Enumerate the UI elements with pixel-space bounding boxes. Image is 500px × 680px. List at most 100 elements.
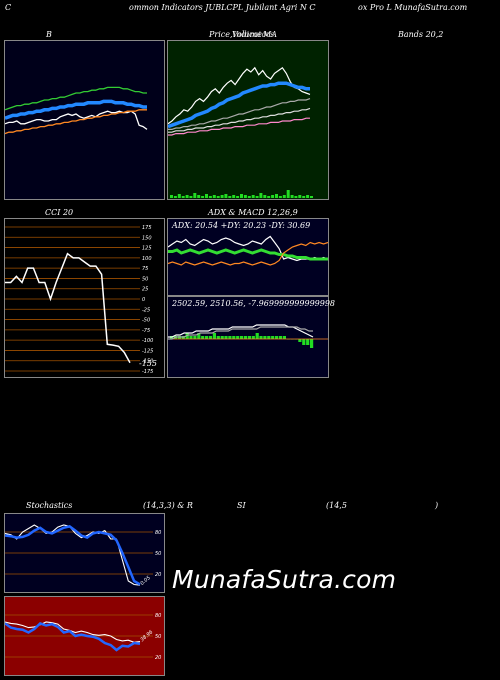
volume-bar <box>232 195 236 198</box>
stochastics-chart: 80 50 20 0.05 <box>5 524 161 587</box>
stoch-title-a: Stochastics <box>26 501 73 510</box>
volume-bar <box>290 195 294 198</box>
cci-tick-label: 125 <box>142 246 152 252</box>
macd-histogram-bar <box>193 336 197 339</box>
adx-chart <box>168 235 328 266</box>
volume-bar <box>224 194 228 198</box>
macd-histogram-bar <box>255 333 259 339</box>
cci-tick-label: -125 <box>142 348 153 354</box>
osc-tick-label: 80 <box>155 530 161 536</box>
macd-histogram-bar <box>306 339 310 345</box>
osc-series-0 <box>5 524 141 586</box>
cci-value-label: -155 <box>139 359 157 368</box>
macd-chart <box>168 324 328 348</box>
macd-histogram-bar <box>271 336 275 339</box>
stoch-title-b: (14,3,3) & R <box>143 501 193 510</box>
macd-histogram-bar <box>278 336 283 339</box>
volume-bar <box>255 196 259 198</box>
volume-bar <box>216 196 220 198</box>
osc-series-0 <box>5 621 141 643</box>
volume-bar <box>181 196 185 198</box>
watermark: MunafaSutra.com <box>172 565 397 594</box>
price-series-0 <box>168 66 311 125</box>
macd-histogram-bar <box>263 336 267 339</box>
bands-series-2 <box>5 86 147 111</box>
stoch-title-e: ) <box>435 501 439 510</box>
osc-tick-label: 50 <box>155 551 161 557</box>
volume-bar <box>193 193 197 198</box>
macd-histogram-bar <box>201 336 205 339</box>
price-series-4 <box>168 117 310 136</box>
price-series-3 <box>168 107 311 133</box>
macd-histogram-bar <box>298 339 302 342</box>
volume-bar <box>236 196 240 198</box>
macd-histogram-bar <box>282 336 286 339</box>
cci-tick-label: -75 <box>142 328 150 334</box>
volume-bar <box>271 195 275 198</box>
macd-histogram-bar <box>243 336 248 339</box>
osc-tick-label: 20 <box>155 572 161 578</box>
cci-line <box>5 252 131 364</box>
bands-series-1 <box>5 99 147 120</box>
volume-bar <box>189 196 193 198</box>
volume-bar <box>275 194 278 198</box>
osc-tick-label: 20 <box>155 655 161 661</box>
bands-title-b: B <box>46 30 52 39</box>
bands-title: Bands 20,2 <box>398 30 444 39</box>
cci-tick-label: -175 <box>142 369 153 375</box>
volume-bar <box>185 195 189 198</box>
header-left: C <box>5 3 12 12</box>
adx-panel: ADX: 20.54 +DY: 20.23 -DY: 30.69 <box>167 218 329 296</box>
macd-histogram-bar <box>267 336 271 339</box>
price-series-1 <box>168 81 310 129</box>
cci-tick-label: 25 <box>142 287 148 293</box>
volume-bar <box>220 195 224 198</box>
volume-bar <box>306 195 310 198</box>
stoch-title-d: (14,5 <box>326 501 347 510</box>
volume-bar <box>278 196 282 198</box>
cci-title: CCI 20 <box>45 208 74 217</box>
cci-tick-label: -25 <box>142 307 150 313</box>
bands-panel <box>4 40 165 200</box>
price-title-b: Volume <box>232 30 262 39</box>
volume-bar <box>212 195 216 198</box>
cci-tick-label: -150 <box>142 359 153 365</box>
macd-histogram-bar <box>220 336 224 339</box>
volume-bar <box>170 195 173 198</box>
adx-macd-title: ADX & MACD 12,26,9 <box>208 208 298 217</box>
volume-bar <box>173 196 177 198</box>
volume-bar <box>302 196 306 198</box>
volume-bar <box>197 195 201 198</box>
macd-panel: 2502.59, 2510.56, -7.969999999999998 <box>167 296 335 378</box>
rsi-panel: 80 50 20 38.96 <box>4 596 165 676</box>
volume-bar <box>282 195 286 198</box>
macd-histogram-bar <box>197 333 201 339</box>
osc-tick-label: 50 <box>155 634 161 640</box>
header-right: ox Pro L MunafaSutra.com <box>358 3 468 12</box>
cci-tick-label: -50 <box>142 318 150 324</box>
cci-tick-label: 0 <box>142 297 145 303</box>
cci-tick-label: 150 <box>142 235 152 241</box>
volume-bar <box>259 193 263 198</box>
volume-bar <box>177 194 181 198</box>
volume-bar <box>286 190 290 198</box>
stoch-panel: 80 50 20 0.05 <box>4 513 165 593</box>
price-series-2 <box>168 98 311 131</box>
macd-histogram-bar <box>310 339 314 348</box>
osc-tick-label: 80 <box>155 613 161 619</box>
volume-bar <box>205 194 208 198</box>
volume-bar <box>263 195 267 198</box>
volume-bar <box>251 195 255 198</box>
header-mid: ommon Indicators JUBLCPL Jubilant Agri N… <box>129 3 316 12</box>
adx-readout: ADX: 20.54 +DY: 20.23 -DY: 30.69 <box>172 221 311 230</box>
price-title-a: Price, <box>209 30 233 39</box>
cci-panel: 175 150 125 100 75 50 25 0 -25 -50 -75 -100 -125 -150… <box>4 218 165 378</box>
volume-bar <box>201 196 205 198</box>
macd-histogram-bar <box>189 336 193 339</box>
macd-histogram-bar <box>216 336 220 339</box>
macd-histogram-bar <box>236 336 240 339</box>
cci-tick-label: 100 <box>142 256 152 262</box>
macd-histogram-bar <box>302 339 306 345</box>
osc-series-1 <box>5 525 141 586</box>
volume-bar <box>208 196 212 198</box>
